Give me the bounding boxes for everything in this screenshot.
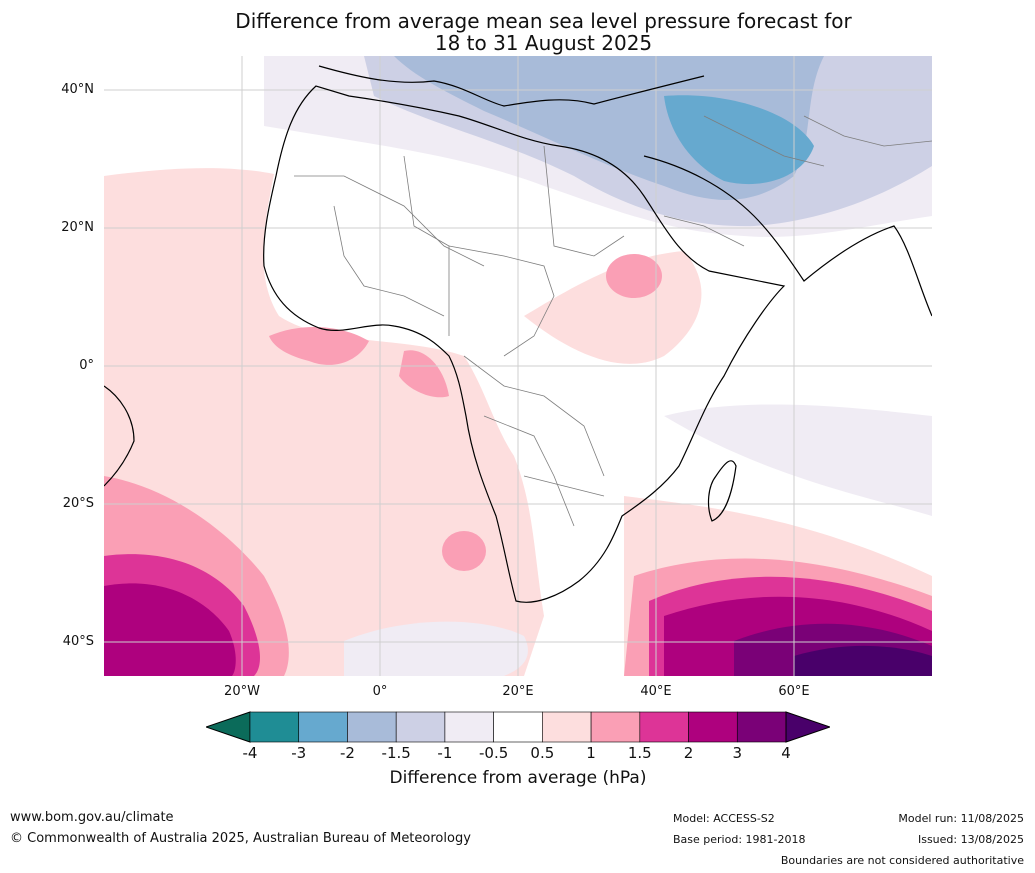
colorbar-segment [542, 711, 592, 743]
colorbar-extend-low [206, 711, 251, 743]
colorbar-tick-label: -2 [339, 744, 355, 762]
colorbar-tick-label: 4 [781, 744, 791, 762]
colorbar-tick-label: -1 [437, 744, 453, 762]
lat-label-0: 0° [79, 358, 94, 373]
colorbar-tick-label: 1.5 [627, 744, 652, 762]
graticule [104, 56, 932, 676]
pressure-anomaly-map [104, 56, 932, 676]
lat-label-40s: 40°S [62, 634, 94, 649]
map-area [104, 56, 932, 676]
lon-label-60e: 60°E [778, 684, 810, 699]
lon-label-40e: 40°E [640, 684, 672, 699]
colorbar-tick-label: -3 [291, 744, 307, 762]
colorbar-tick-label: -0.5 [478, 744, 509, 762]
lon-label-0: 0° [372, 684, 388, 699]
footer-disclaimer: Boundaries are not considered authoritat… [780, 854, 1024, 867]
colorbar-segment [639, 711, 689, 743]
colorbar-segment [249, 711, 300, 743]
colorbar-segment [688, 711, 738, 743]
legend-colorbar [206, 711, 830, 743]
colorbar-segment [298, 711, 348, 743]
anomaly-field-pos-core-sw [104, 583, 236, 676]
anomaly-field-neg-south-1 [344, 621, 528, 676]
arabia-coastline [643, 155, 932, 317]
colorbar-extend-high [785, 711, 830, 743]
colorbar-segment [444, 711, 494, 743]
footer-base-period: Base period: 1981-2018 [673, 833, 806, 846]
anomaly-field-pos-angola [399, 350, 449, 398]
legend-label: Difference from average (hPa) [389, 768, 647, 788]
lat-label-40n: 40°N [61, 82, 94, 97]
map-title: Difference from average mean sea level p… [0, 10, 1035, 54]
country-borders [294, 115, 932, 527]
footer-model-run: Model run: 11/08/2025 [898, 812, 1024, 825]
africa-coastline [263, 85, 786, 603]
lon-label-20w: 20°W [224, 684, 260, 699]
lat-label-20s: 20°S [62, 496, 94, 511]
colorbar-tick-label: -1.5 [381, 744, 411, 762]
footer-model: Model: ACCESS-S2 [673, 812, 775, 825]
footer-issued: Issued: 13/08/2025 [917, 833, 1024, 846]
anomaly-field-neg-core-persia [664, 95, 814, 185]
lon-label-20e: 20°E [502, 684, 534, 699]
lat-label-20n: 20°N [61, 220, 94, 235]
anomaly-field-pos-ethiopia [606, 254, 662, 298]
anomaly-field-pos-south-africa [442, 531, 486, 571]
colorbar-tick-label: -4 [242, 744, 258, 762]
south-america-coastline [104, 385, 135, 487]
colorbar-segment [590, 711, 641, 743]
title-line-1: Difference from average mean sea level p… [235, 9, 852, 33]
anomaly-field-pos-max-se [794, 645, 932, 676]
title-line-2: 18 to 31 August 2025 [434, 31, 653, 55]
coastlines [104, 65, 932, 603]
footer-website[interactable]: www.bom.gov.au/climate [10, 810, 174, 825]
colorbar-segment [736, 711, 787, 743]
colorbar-segment [395, 711, 446, 743]
anomaly-field-neg-east-1 [664, 404, 932, 516]
colorbar-tick-label: 0.5 [530, 744, 555, 762]
europe-coastline [318, 65, 705, 107]
colorbar-segment [347, 711, 397, 743]
madagascar-coastline [707, 460, 737, 522]
colorbar-tick-label: 2 [683, 744, 694, 762]
colorbar-segment [493, 711, 543, 743]
footer-copyright: © Commonwealth of Australia 2025, Austra… [10, 831, 471, 846]
colorbar-tick-label: 3 [732, 744, 743, 762]
anomaly-field-pos-guinea [269, 326, 369, 365]
colorbar-tick-label: 1 [586, 744, 596, 762]
